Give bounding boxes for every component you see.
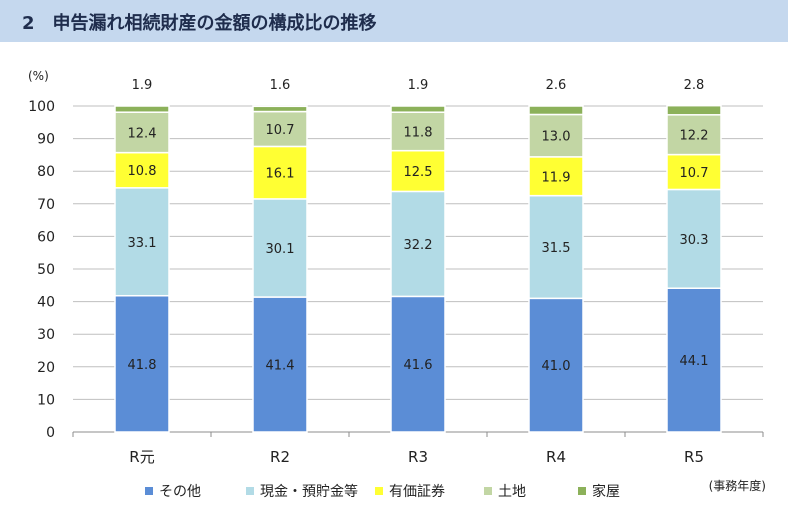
legend-label: 現金・預貯金等: [260, 484, 358, 500]
y-tick-label: 30: [37, 327, 55, 343]
legend-item: 現金・預貯金等: [246, 481, 358, 501]
data-label: 30.3: [680, 233, 709, 248]
data-label: 11.8: [404, 125, 433, 140]
bar-segment: [666, 104, 722, 116]
y-tick-label: 20: [37, 360, 55, 376]
legend-swatch: [246, 487, 254, 495]
data-label: 13.0: [542, 130, 571, 145]
data-label: 41.4: [266, 359, 295, 374]
y-tick-label: 90: [37, 132, 55, 148]
bar-segment: [252, 105, 308, 113]
legend-label: 土地: [498, 484, 526, 500]
y-tick-label: 70: [37, 197, 55, 213]
data-label-top: 2.8: [684, 78, 705, 93]
y-tick-label: 80: [37, 164, 55, 180]
x-tick-label: R3: [408, 448, 428, 466]
bar-segment: [666, 188, 722, 289]
bar-segment: [252, 198, 308, 298]
bar-segment: [114, 151, 170, 189]
legend-label: 有価証券: [389, 484, 445, 500]
data-label-top: 1.6: [270, 78, 291, 93]
bar-segment: [390, 111, 446, 152]
data-label: 41.0: [542, 359, 571, 374]
data-label: 44.1: [680, 354, 709, 369]
data-label: 12.2: [680, 129, 709, 144]
data-label-top: 1.9: [132, 78, 153, 93]
legend: その他 現金・預貯金等 有価証券 土地 家屋: [0, 481, 788, 505]
bar-segment: [252, 296, 308, 433]
x-tick-label: R5: [684, 448, 704, 466]
y-tick-label: 100: [28, 99, 55, 115]
y-tick-label: 0: [46, 425, 55, 441]
data-label: 31.5: [542, 241, 571, 256]
legend-swatch: [484, 487, 492, 495]
page-title: 2 申告漏れ相続財産の金額の構成比の推移: [22, 13, 377, 34]
bar-segment: [390, 149, 446, 193]
bar-segment: [114, 187, 170, 297]
legend-item: 土地: [484, 481, 526, 501]
y-axis-unit-label: (%): [28, 69, 49, 83]
legend-swatch: [375, 487, 383, 495]
data-label: 33.1: [128, 236, 157, 251]
data-label: 16.1: [266, 167, 295, 182]
bar-segment: [390, 105, 446, 113]
legend-label: 家屋: [592, 484, 620, 500]
data-label: 12.4: [128, 126, 157, 141]
data-label: 11.9: [542, 170, 571, 185]
data-label: 41.8: [128, 358, 157, 373]
legend-item: その他: [145, 481, 201, 501]
legend-item: 有価証券: [375, 481, 445, 501]
fiscal-year-label: (事務年度): [708, 479, 766, 493]
bar-segment: [666, 114, 722, 156]
bar-segment: [666, 153, 722, 191]
legend-swatch: [145, 487, 153, 495]
data-label-top: 2.6: [546, 78, 567, 93]
data-label: 10.7: [266, 123, 295, 138]
bar-segment: [114, 111, 170, 154]
bar-segment: [528, 105, 584, 116]
title-band: [0, 0, 788, 42]
bar-segment: [252, 145, 308, 200]
bar-segment: [390, 190, 446, 298]
data-label: 32.2: [404, 238, 433, 253]
bar-segment: [528, 156, 584, 197]
bar-segment: [252, 110, 308, 148]
data-label: 30.1: [266, 242, 295, 257]
legend-label: その他: [159, 484, 201, 500]
legend-item: 家屋: [578, 481, 620, 501]
bar-segment: [528, 194, 584, 300]
y-tick-label: 40: [37, 295, 55, 311]
bar-segment: [114, 294, 170, 433]
data-label: 41.6: [404, 358, 433, 373]
y-tick-label: 60: [37, 229, 55, 245]
data-label: 12.5: [404, 165, 433, 180]
bar-segment: [114, 105, 170, 113]
data-label-top: 1.9: [408, 78, 429, 93]
data-label: 10.7: [680, 166, 709, 181]
x-tick-label: R元: [129, 448, 154, 466]
y-tick-label: 50: [37, 262, 55, 278]
x-tick-label: R4: [546, 448, 566, 466]
bar-segment: [528, 297, 584, 433]
legend-swatch: [578, 487, 586, 495]
x-tick-label: R2: [270, 448, 290, 466]
y-tick-label: 10: [37, 392, 55, 408]
data-label: 10.8: [128, 164, 157, 179]
